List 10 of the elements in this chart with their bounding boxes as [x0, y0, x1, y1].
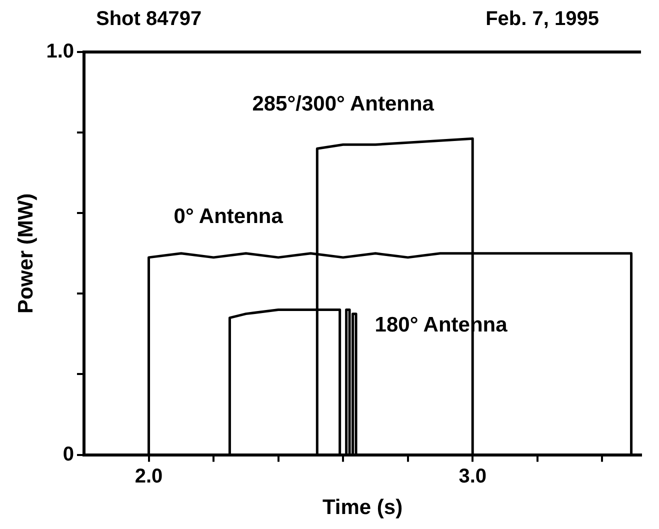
text: Feb. 7, 1995 [486, 8, 599, 31]
series-label: 0° Antenna [174, 205, 284, 228]
series-label: 285°/300° Antenna [252, 92, 434, 116]
text: Shot 84797 [96, 8, 202, 31]
y-axis-title: Power (MW) [14, 193, 38, 314]
x-axis-title: Time (s) [322, 496, 403, 520]
x-tick-label: 2.0 [134, 465, 163, 488]
y-tick-label: 1.0 [46, 40, 74, 63]
y-tick-label: 0 [62, 443, 74, 466]
x-tick-label: 3.0 [458, 465, 487, 488]
